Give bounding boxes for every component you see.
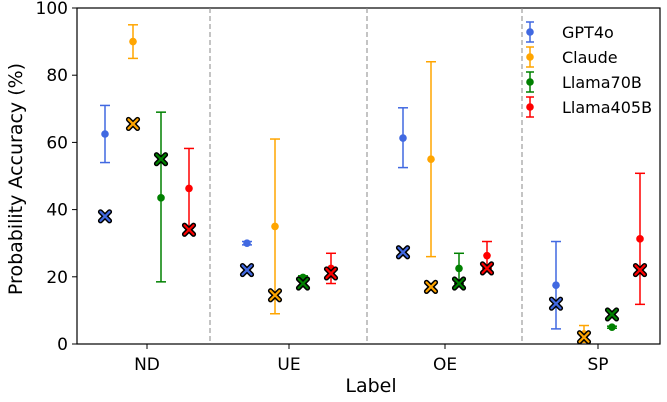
legend-marker [526,103,534,111]
x-marker-fill [453,277,465,290]
mean-point [157,194,165,202]
mean-point [636,235,644,243]
x-marker-llama70b-sp [604,307,620,322]
x-axis-label: Label [345,375,396,397]
legend-label: Llama405B [562,98,652,117]
errorbar-claude-nd [128,24,138,60]
x-tick-label-ue: UE [277,355,300,375]
mean-point [483,251,491,260]
mean-point [608,323,616,332]
x-marker-fill [241,264,253,276]
mean-point [243,239,251,247]
y-tick-label: 0 [57,335,68,355]
errorbar-claude-oe [426,61,436,258]
x-tick-label-nd: ND [134,355,160,375]
y-tick-label: 100 [36,0,68,19]
x-marker-fill [99,210,111,222]
x-marker-llama405b-nd [181,222,197,237]
errorbar-claude-ue [270,138,280,315]
errorbar-llama405b-nd [184,147,194,229]
x-marker-llama405b-ue [323,266,339,281]
x-tick-label-oe: OE [433,355,457,375]
y-axis-label: Probability Accuracy (%) [5,63,27,295]
legend-item-claude: Claude [526,46,618,68]
x-marker-fill [578,331,590,343]
errorbar-llama405b-ue [326,252,336,285]
y-tick-label: 60 [46,133,68,153]
mean-point [101,130,109,138]
x-marker-gpt4o-oe [395,245,411,260]
x-marker-claude-nd [125,116,141,132]
legend-marker [526,53,534,61]
x-marker-fill [127,118,139,130]
mean-point [427,155,435,163]
x-marker-fill [183,224,195,236]
x-marker-fill [634,264,646,276]
mean-point [399,134,407,142]
x-marker-claude-ue [267,288,283,303]
x-marker-llama405b-oe [479,261,495,276]
x-marker-fill [606,308,618,321]
x-marker-fill [297,277,309,290]
legend-marker [526,78,534,86]
x-marker-gpt4o-ue [239,262,255,278]
legend-label: Llama70B [562,73,642,92]
errorbar-gpt4o-oe [398,107,408,169]
y-tick-label: 20 [46,268,68,288]
x-marker-fill [550,298,562,310]
x-marker-gpt4o-sp [548,296,564,311]
y-tick-label: 40 [46,201,68,221]
x-marker-fill [325,267,337,280]
x-tick-label-sp: SP [587,355,608,375]
errorbar-llama70b-nd [156,111,166,283]
errorbar-gpt4o-sp [551,240,561,330]
x-marker-fill [481,262,493,274]
x-marker-fill [397,246,409,258]
x-marker-claude-oe [423,279,439,294]
legend-item-gpt4o: GPT4o [526,21,614,43]
mean-point [185,184,193,193]
errorbar-gpt4o-nd [100,104,110,164]
x-marker-llama405b-sp [632,262,648,278]
y-tick-label: 80 [46,66,68,86]
mean-point [271,222,279,231]
mean-point [129,37,137,46]
errorbar-gpt4o-ue [242,239,252,247]
x-marker-llama70b-ue [295,276,311,291]
x-marker-fill [269,289,281,301]
x-marker-llama70b-nd [153,152,169,167]
mean-point [552,281,560,290]
legend-label: GPT4o [562,23,614,42]
x-marker-claude-sp [576,330,592,345]
legend-item-llama405b: Llama405B [526,96,652,118]
errorbar-llama70b-sp [607,323,617,332]
mean-point [455,264,463,273]
x-marker-gpt4o-nd [97,209,113,224]
errorbar-llama405b-sp [635,172,645,306]
legend-marker [526,28,534,36]
legend-item-llama70b: Llama70B [526,71,642,93]
x-marker-llama70b-oe [451,276,467,291]
x-marker-fill [425,281,437,293]
x-marker-fill [155,153,167,165]
plot-frame [76,7,661,345]
legend-label: Claude [562,48,618,67]
